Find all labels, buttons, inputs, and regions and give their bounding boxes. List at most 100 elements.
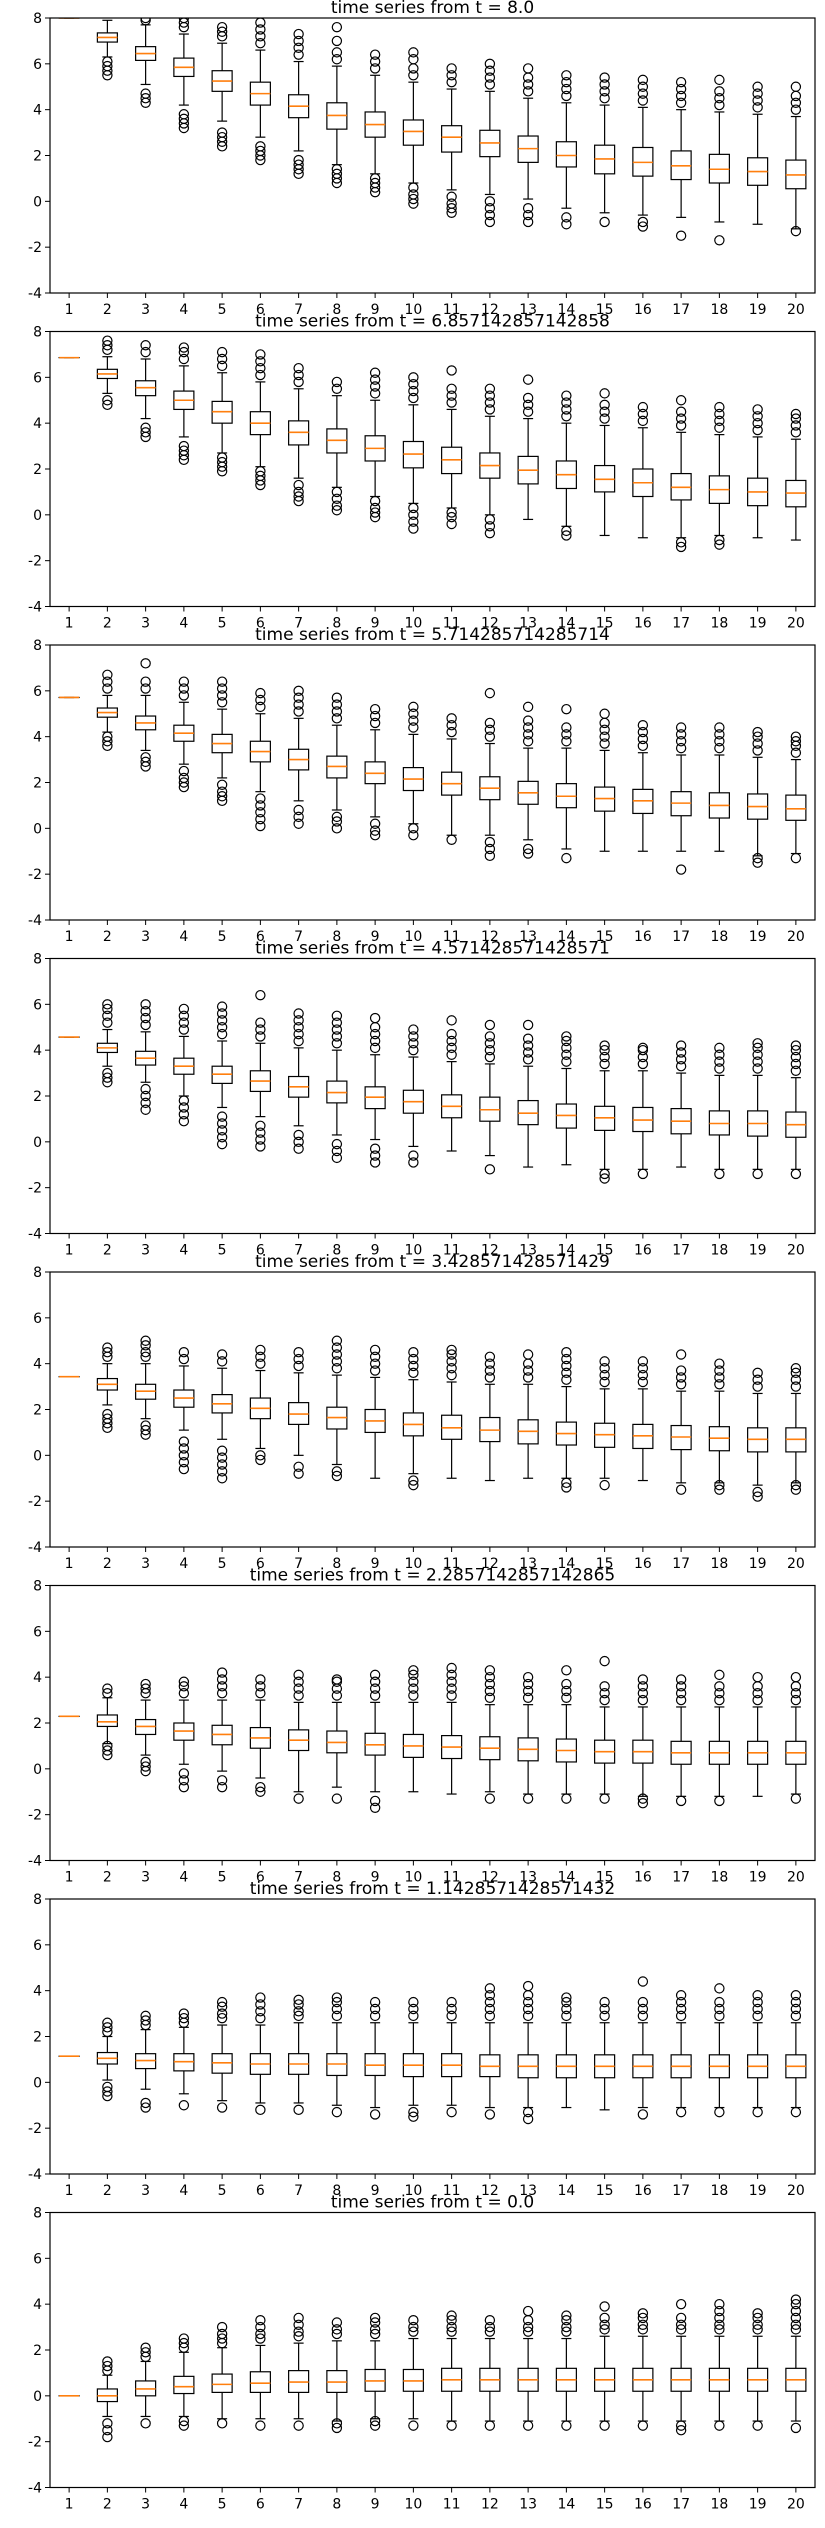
outlier-point bbox=[255, 145, 266, 157]
outlier-point bbox=[446, 198, 457, 209]
outlier-point bbox=[369, 1022, 381, 1033]
outlier-point bbox=[216, 1781, 228, 1793]
outlier-point bbox=[293, 362, 304, 374]
outlier-point bbox=[790, 1479, 802, 1491]
outlier-point bbox=[599, 2312, 610, 2324]
outlier-point bbox=[790, 1681, 802, 1692]
outlier-point bbox=[675, 2420, 687, 2431]
outlier-point bbox=[675, 413, 687, 424]
x-tick-label: 3 bbox=[141, 302, 150, 318]
plot-frame bbox=[49, 330, 816, 608]
outlier-point bbox=[522, 1019, 534, 1031]
outlier-point bbox=[522, 1990, 534, 2001]
outlier-point bbox=[369, 1035, 381, 1047]
outlier-point bbox=[178, 1436, 190, 1447]
outlier-point bbox=[752, 1996, 763, 2008]
outlier-point bbox=[178, 440, 190, 452]
outlier-point bbox=[675, 1047, 687, 1058]
outlier-point bbox=[446, 1690, 457, 1701]
outlier-point bbox=[561, 1678, 572, 1690]
outlier-point bbox=[293, 685, 304, 697]
y-tick-label: 8 bbox=[33, 11, 42, 27]
chart-panel-4: time series from t = 4.571428571428571 -4… bbox=[28, 939, 816, 1259]
box-14 bbox=[555, 1347, 577, 1493]
box-13 bbox=[517, 374, 539, 521]
outlier-point bbox=[102, 683, 113, 694]
outlier-point bbox=[752, 2324, 763, 2335]
outlier-point bbox=[255, 1127, 266, 1138]
outlier-point bbox=[637, 733, 649, 745]
outlier-point bbox=[102, 999, 113, 1010]
box-14 bbox=[555, 390, 577, 541]
x-tick-label: 14 bbox=[557, 1870, 575, 1886]
outlier-point bbox=[790, 413, 802, 424]
x-tick-label: 2 bbox=[103, 1243, 112, 1259]
x-tick-label: 19 bbox=[749, 616, 767, 632]
outlier-point bbox=[216, 2328, 228, 2340]
box-20 bbox=[785, 1671, 807, 1804]
outlier-point bbox=[102, 2022, 113, 2033]
outlier-point bbox=[255, 31, 266, 42]
outlier-point bbox=[331, 376, 343, 388]
box-17 bbox=[670, 395, 692, 553]
outlier-point bbox=[408, 189, 419, 200]
outlier-point bbox=[140, 683, 151, 694]
outlier-point bbox=[293, 1669, 304, 1681]
box-11 bbox=[441, 1662, 463, 1795]
outlier-point bbox=[637, 1356, 649, 1367]
outlier-point bbox=[331, 1676, 343, 1687]
outlier-point bbox=[446, 2420, 457, 2431]
outlier-point bbox=[599, 1376, 610, 1388]
outlier-point bbox=[484, 2315, 496, 2326]
x-tick-label: 11 bbox=[443, 2183, 461, 2199]
outlier-point bbox=[599, 2010, 610, 2022]
y-tick-label: 2 bbox=[33, 776, 42, 792]
outlier-point bbox=[637, 81, 649, 92]
outlier-point bbox=[255, 24, 266, 35]
iqr-box bbox=[785, 794, 807, 821]
outlier-point bbox=[484, 1351, 496, 1362]
outlier-point bbox=[331, 1017, 343, 1028]
x-tick-label: 19 bbox=[749, 302, 767, 318]
box-19 bbox=[747, 1671, 769, 1797]
x-tick-label: 2 bbox=[103, 616, 112, 632]
outlier-point bbox=[561, 390, 572, 401]
outlier-point bbox=[369, 495, 381, 507]
outlier-point bbox=[255, 2315, 266, 2326]
outlier-point bbox=[522, 1678, 534, 1690]
outlier-point bbox=[484, 1365, 496, 1376]
outlier-point bbox=[484, 724, 496, 735]
outlier-point bbox=[714, 742, 725, 754]
y-tick-label: 2 bbox=[33, 2030, 42, 2046]
outlier-point bbox=[484, 1793, 496, 1804]
outlier-point bbox=[637, 726, 649, 738]
outlier-point bbox=[331, 383, 343, 394]
outlier-point bbox=[752, 852, 763, 864]
x-tick-label: 11 bbox=[443, 1870, 461, 1886]
outlier-point bbox=[714, 1063, 725, 1074]
box-12 bbox=[479, 1351, 501, 1482]
box-8 bbox=[326, 1335, 348, 1482]
outlier-point bbox=[522, 1054, 534, 1065]
outlier-point bbox=[140, 1090, 151, 1102]
outlier-point bbox=[752, 2319, 763, 2330]
y-tick-label: 8 bbox=[33, 2206, 42, 2222]
outlier-point bbox=[408, 1690, 419, 1701]
box-9 bbox=[364, 1344, 386, 1479]
outlier-point bbox=[331, 168, 343, 180]
outlier-point bbox=[216, 1681, 228, 1692]
x-tick-label: 3 bbox=[141, 616, 150, 632]
outlier-point bbox=[255, 694, 266, 706]
outlier-point bbox=[561, 1049, 572, 1060]
x-tick-label: 10 bbox=[404, 1556, 422, 1572]
y-tick-label: -2 bbox=[28, 2435, 42, 2451]
outlier-point bbox=[522, 392, 534, 404]
outlier-point bbox=[369, 1157, 381, 1168]
y-tick-label: 4 bbox=[33, 1357, 42, 1373]
outlier-point bbox=[522, 1033, 534, 1044]
outlier-point bbox=[790, 420, 802, 431]
outlier-point bbox=[446, 726, 457, 738]
box-14 bbox=[555, 70, 577, 230]
outlier-point bbox=[561, 2315, 572, 2326]
outlier-point bbox=[484, 209, 496, 221]
